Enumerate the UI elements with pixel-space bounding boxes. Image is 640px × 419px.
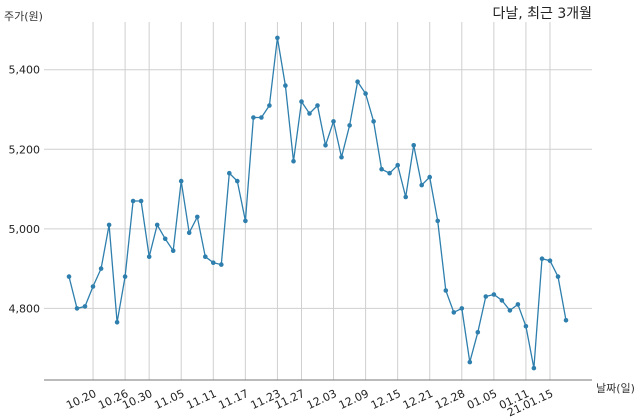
data-point <box>90 284 96 289</box>
data-point <box>267 103 272 108</box>
data-point <box>146 254 152 259</box>
data-point <box>74 306 80 311</box>
data-point <box>122 274 128 279</box>
y-tick-label: 5,000 <box>9 223 41 236</box>
y-tick-labels: 4,800 5,000 5,200 5,400 <box>9 64 41 316</box>
y-tick-label: 4,800 <box>9 302 41 315</box>
data-point <box>459 306 465 311</box>
data-point <box>315 103 320 108</box>
data-point <box>339 154 344 160</box>
x-tick-label: 10.20 <box>64 387 98 412</box>
x-tick-label: 12.28 <box>433 387 467 412</box>
price-points <box>66 35 569 371</box>
data-point <box>227 170 232 176</box>
data-point <box>251 115 256 120</box>
data-point <box>154 222 160 228</box>
x-tick-labels: 10.2010.2610.3011.0511.1111.1711.2311.27… <box>64 387 555 419</box>
data-point <box>82 304 88 309</box>
data-point <box>499 298 505 303</box>
data-point <box>203 254 208 259</box>
data-point <box>523 324 529 329</box>
data-point <box>539 256 545 262</box>
grid-lines <box>44 22 592 380</box>
data-point <box>379 166 384 172</box>
data-point <box>106 222 112 228</box>
data-point <box>98 266 104 271</box>
data-point <box>114 320 120 325</box>
x-tick-label: 12.15 <box>369 387 403 412</box>
data-point <box>347 123 352 128</box>
data-point <box>515 302 521 307</box>
data-point <box>419 182 425 188</box>
data-point <box>130 198 136 204</box>
data-point <box>219 262 224 267</box>
data-point <box>186 230 192 236</box>
data-point <box>451 310 457 315</box>
data-point <box>307 111 312 116</box>
data-point <box>531 365 537 371</box>
x-tick-label: 12.03 <box>305 387 339 412</box>
data-point <box>507 308 513 313</box>
data-point <box>387 170 392 176</box>
x-tick-label: 11.11 <box>185 387 219 412</box>
data-point <box>195 214 200 220</box>
data-point <box>411 143 417 148</box>
data-point <box>435 218 441 224</box>
data-point <box>483 294 489 299</box>
data-point <box>211 260 216 266</box>
data-point <box>491 292 497 297</box>
data-point <box>235 178 240 184</box>
data-point <box>259 115 264 120</box>
data-point <box>563 318 569 323</box>
x-axis-label: 날짜(일) <box>596 381 635 395</box>
data-point <box>331 119 336 124</box>
data-point <box>138 198 144 204</box>
data-point <box>371 119 376 124</box>
chart-title: 다날, 최근 3개월 <box>492 6 592 22</box>
data-point <box>427 174 433 180</box>
data-point <box>555 274 561 279</box>
x-tick-label: 01.05 <box>465 387 499 412</box>
y-tick-label: 5,400 <box>9 64 41 77</box>
y-tick-label: 5,200 <box>9 143 41 156</box>
data-point <box>363 91 368 96</box>
data-point <box>170 248 176 253</box>
x-tick-label: 11.17 <box>217 387 251 412</box>
data-point <box>178 178 184 184</box>
data-point <box>66 274 72 279</box>
data-point <box>323 143 328 148</box>
data-point <box>299 99 304 104</box>
data-point <box>403 194 409 200</box>
data-point <box>162 236 168 242</box>
data-point <box>275 35 280 41</box>
data-point <box>395 162 401 168</box>
data-point <box>291 158 296 164</box>
data-point <box>443 288 449 293</box>
data-point <box>283 83 288 88</box>
data-point <box>547 258 553 264</box>
data-point <box>355 79 360 84</box>
x-tick-label: 12.09 <box>337 387 371 412</box>
data-point <box>243 218 248 224</box>
x-tick-label: 12.21 <box>401 387 435 412</box>
data-point <box>475 330 481 335</box>
data-point <box>467 359 473 365</box>
x-tick-label: 11.05 <box>152 387 186 412</box>
y-axis-label: 주가(원) <box>4 10 43 23</box>
price-line <box>68 37 567 369</box>
